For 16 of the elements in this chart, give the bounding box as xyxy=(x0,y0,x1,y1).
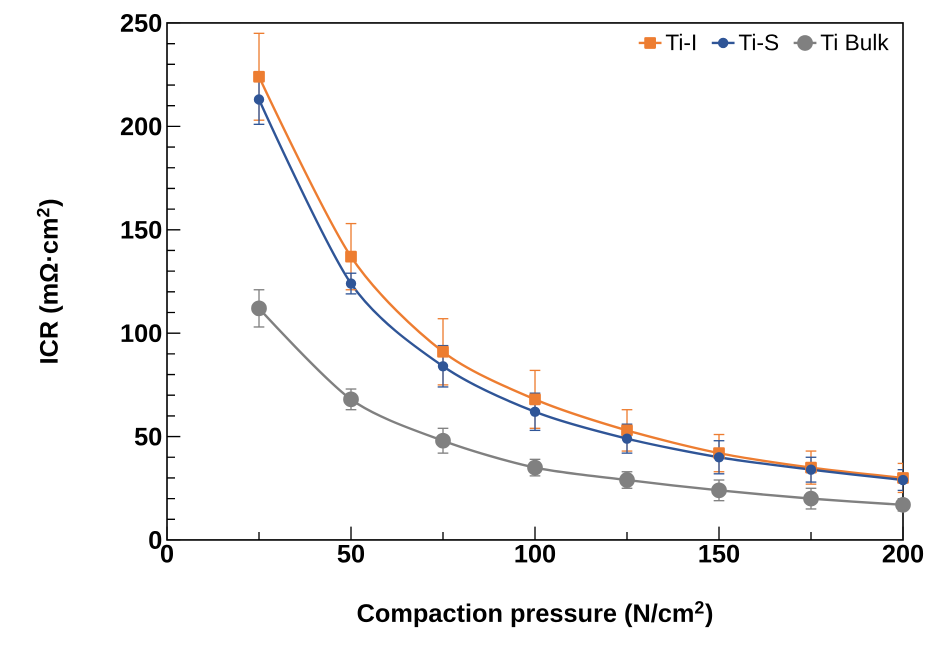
y-tick-label: 200 xyxy=(120,117,162,136)
y-tick-label: 150 xyxy=(122,220,162,239)
legend-label: Ti-S xyxy=(738,34,778,50)
x-axis-title: Compaction pressure (N/cm$^{2}$) xyxy=(358,601,712,628)
x-tick-label: 100 xyxy=(515,544,556,563)
legend-label: Ti Bulk xyxy=(820,34,889,50)
x-tick-label: 50 xyxy=(338,544,364,563)
y-tick-label: 250 xyxy=(120,14,162,32)
x-tick-label: 0 xyxy=(160,544,174,563)
x-tick-label: 150 xyxy=(699,544,740,563)
legend-label: Ti-I xyxy=(666,34,696,50)
y-axis-title: ICR (mΩ·cm$^{2}$) xyxy=(36,200,63,363)
y-tick-label: 50 xyxy=(134,428,162,446)
x-tick-label: 200 xyxy=(882,544,924,563)
y-tick-label: 0 xyxy=(149,531,162,549)
y-tick-label: 100 xyxy=(122,324,162,342)
